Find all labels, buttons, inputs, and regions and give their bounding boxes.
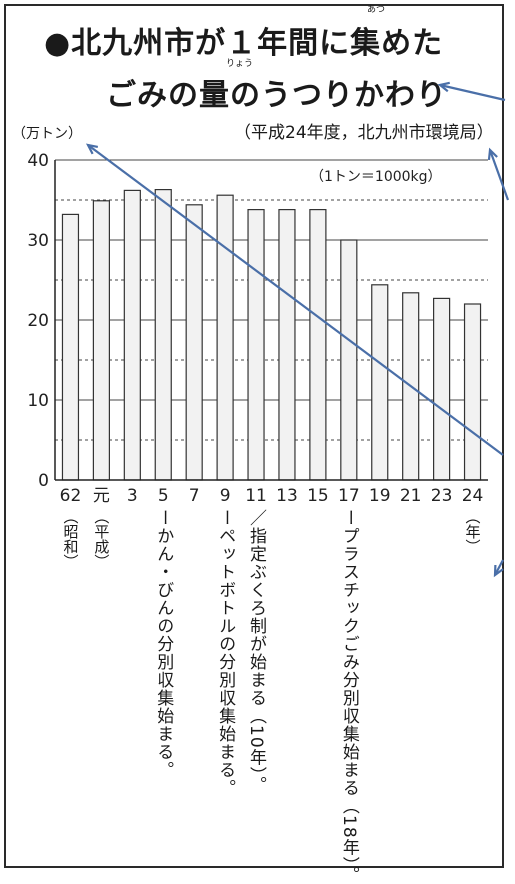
bar [340, 239, 358, 481]
chart-title-line-1: ●北九州市が１年間に集めた [44, 26, 444, 61]
x-tick-label: 62 [60, 486, 82, 506]
note-plastic-collection: ープラスチックごみ分別収集始まる（18年）。 [338, 509, 359, 884]
note-can-bottle-collection: ーかん・びんの分別収集始まる。 [153, 509, 174, 779]
annotation-arrow [488, 149, 510, 201]
bar [433, 297, 451, 481]
era-label-heisei: （平成） [92, 509, 111, 569]
bar [123, 189, 141, 481]
annotation-arrow [87, 144, 504, 456]
chart-title-line-2: ごみの量のうつりかわり [106, 78, 447, 113]
annotation-arrowhead [85, 143, 99, 155]
y-tick-label: 0 [38, 471, 49, 491]
x-tick-label: 7 [189, 486, 200, 506]
x-tick-label: 21 [400, 486, 422, 506]
x-tick-label: 19 [369, 486, 391, 506]
data-source-label: （平成24年度，北九州市環境局） [234, 123, 494, 143]
y-tick-label: 40 [27, 151, 49, 171]
x-tick-label: 13 [276, 486, 298, 506]
bar [247, 209, 265, 481]
y-tick-label: 20 [27, 311, 49, 331]
bar [61, 213, 80, 481]
x-tick-label: 9 [220, 486, 231, 506]
title-furigana-atsu: あつ [367, 5, 386, 15]
x-tick-label: 5 [158, 486, 169, 506]
bar [371, 284, 389, 481]
x-tick-label: 元 [93, 486, 110, 506]
y-axis-unit-label: （万トン） [12, 126, 82, 142]
x-tick-label: 3 [127, 486, 138, 506]
y-tick-label: 10 [27, 391, 49, 411]
bar [92, 200, 110, 481]
bar [185, 204, 203, 481]
year-axis-label: （年） [463, 509, 482, 554]
x-tick-label: 24 [462, 486, 484, 506]
annotation-arrow [439, 83, 506, 102]
bar [154, 189, 172, 481]
x-tick-label: 15 [307, 486, 329, 506]
bar [216, 194, 234, 481]
bar [309, 209, 327, 481]
era-label-showa: （昭和） [61, 509, 80, 569]
bar [278, 209, 296, 481]
note-designated-bag-system: ／指定ぶくろ制が始まる（10年）。 [246, 509, 267, 795]
y-tick-label: 30 [27, 231, 49, 251]
bar [463, 303, 482, 481]
x-tick-label: 17 [338, 486, 360, 506]
conversion-note: （1トン＝1000kg） [310, 169, 442, 185]
annotation-arrowhead [493, 564, 504, 578]
annotation-arrow [494, 559, 504, 576]
x-tick-label: 11 [245, 486, 267, 506]
title-furigana-ryou: りょう [226, 59, 254, 69]
annotation-arrowhead [437, 81, 450, 93]
x-tick-label: 23 [431, 486, 453, 506]
note-pet-bottle-collection: ーペットボトルの分別収集始まる。 [215, 509, 236, 797]
annotation-arrowhead [487, 147, 498, 161]
